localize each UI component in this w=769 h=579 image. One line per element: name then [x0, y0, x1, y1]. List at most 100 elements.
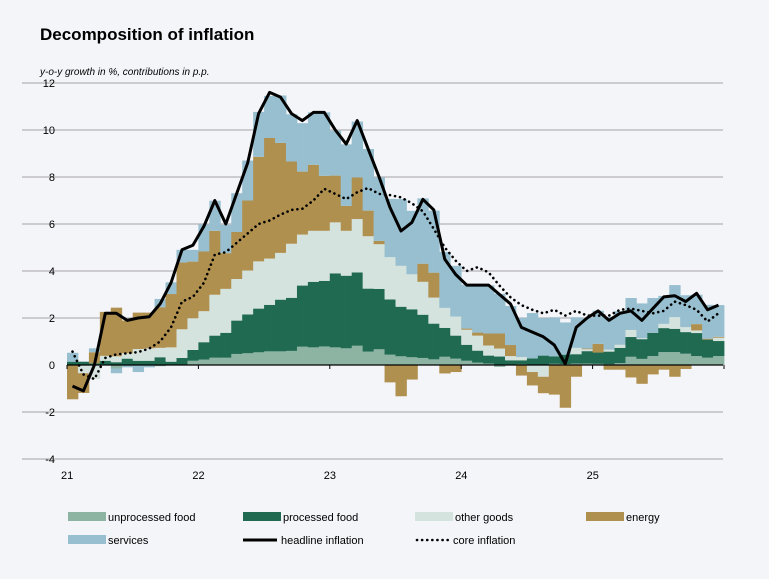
bar-processed-food [99, 360, 112, 365]
bar-unprocessed-food [351, 345, 364, 365]
bar-other-goods [658, 323, 670, 329]
bar-services [340, 144, 353, 206]
legend-label: services [108, 535, 149, 547]
bar-energy [669, 365, 681, 377]
bar-unprocessed-food [198, 359, 210, 365]
bar-processed-food [253, 308, 265, 353]
bar-unprocessed-food [625, 356, 637, 365]
bar-other-goods [505, 356, 517, 361]
bar-services [351, 121, 364, 178]
bar-energy [187, 261, 199, 319]
bar-processed-food [77, 361, 90, 365]
bar-energy [99, 311, 112, 356]
bar-other-goods [680, 327, 692, 333]
bar-services [702, 304, 714, 339]
bar-processed-food [702, 339, 714, 358]
bar-processed-food [264, 304, 276, 352]
bar-unprocessed-food [187, 360, 199, 365]
bar-services [307, 112, 320, 165]
legend-label: other goods [455, 512, 514, 524]
bar-other-goods [537, 365, 550, 377]
bar-unprocessed-food [636, 358, 648, 365]
x-tick-label: 22 [192, 470, 204, 482]
line-core-inflation [71, 186, 720, 381]
bar-energy [176, 262, 188, 330]
bar-processed-food [143, 360, 155, 365]
bar-services [220, 224, 232, 254]
y-tick-label: 12 [43, 78, 55, 90]
bar-processed-food [592, 352, 604, 364]
bar-services [505, 306, 517, 346]
bar-other-goods [439, 307, 451, 328]
bar-services [691, 294, 703, 325]
bar-other-goods [406, 274, 418, 310]
bar-unprocessed-food [680, 353, 692, 365]
bar-unprocessed-food [713, 356, 725, 365]
bar-services [384, 198, 396, 258]
bar-energy [242, 200, 254, 271]
bar-processed-food [165, 361, 177, 365]
bar-processed-food [614, 347, 626, 364]
bar-unprocessed-food [658, 352, 670, 365]
bar-services [494, 293, 506, 334]
bar-other-goods [220, 288, 232, 333]
bar-services [614, 311, 626, 345]
bar-energy [515, 365, 528, 376]
y-tick-label: 0 [49, 360, 55, 372]
bar-unprocessed-food [318, 346, 331, 365]
bar-energy [505, 345, 517, 357]
bar-other-goods [362, 236, 374, 289]
legend-item: other goods [415, 512, 514, 524]
bar-energy [494, 333, 506, 349]
bar-processed-food [209, 335, 221, 358]
bar-services [603, 316, 615, 350]
bar-other-goods [636, 338, 648, 340]
bar-processed-food [406, 309, 418, 358]
bar-other-goods [253, 261, 265, 309]
bar-processed-food [483, 355, 495, 364]
bar-other-goods [581, 349, 593, 352]
bar-processed-food [680, 332, 692, 354]
bar-services [198, 224, 210, 252]
bar-unprocessed-food [570, 363, 583, 365]
bar-unprocessed-food [702, 357, 714, 365]
legend-label: energy [626, 512, 660, 524]
chart-subtitle: y-o-y growth in %, contributions in p.p. [40, 67, 210, 78]
bar-processed-food [351, 272, 364, 346]
bar-processed-food [329, 273, 342, 348]
bar-energy [603, 365, 615, 370]
bar-other-goods [110, 356, 123, 363]
bar-unprocessed-food [220, 357, 232, 365]
bar-other-goods [461, 329, 473, 345]
bar-processed-food [537, 355, 550, 365]
bar-processed-food [67, 361, 79, 365]
bar-unprocessed-food [450, 358, 462, 365]
bar-unprocessed-food [253, 352, 265, 365]
bar-processed-food [121, 358, 134, 365]
bar-other-goods [231, 278, 243, 321]
legend-swatch [586, 512, 624, 521]
bar-services [406, 210, 418, 275]
bar-processed-food [428, 323, 440, 360]
legend-swatch [415, 512, 453, 521]
legend-swatch [243, 512, 281, 521]
y-tick-label: 10 [43, 125, 55, 137]
bar-unprocessed-food [329, 347, 342, 365]
bar-services [428, 210, 440, 273]
bar-unprocessed-food [242, 353, 254, 365]
bar-processed-food [198, 342, 210, 360]
bar-processed-food [439, 327, 451, 357]
bar-services [713, 305, 725, 337]
legend-item: energy [586, 512, 660, 524]
bar-other-goods [428, 297, 440, 324]
bar-energy [329, 175, 342, 223]
bar-services [570, 317, 583, 348]
bar-other-goods [417, 281, 429, 315]
bar-processed-food [570, 354, 583, 364]
y-tick-label: -2 [45, 407, 55, 419]
bar-energy [570, 365, 583, 377]
bar-unprocessed-food [494, 365, 506, 367]
bar-processed-food [669, 328, 681, 353]
bar-processed-food [581, 351, 593, 364]
bars-group [67, 95, 725, 408]
